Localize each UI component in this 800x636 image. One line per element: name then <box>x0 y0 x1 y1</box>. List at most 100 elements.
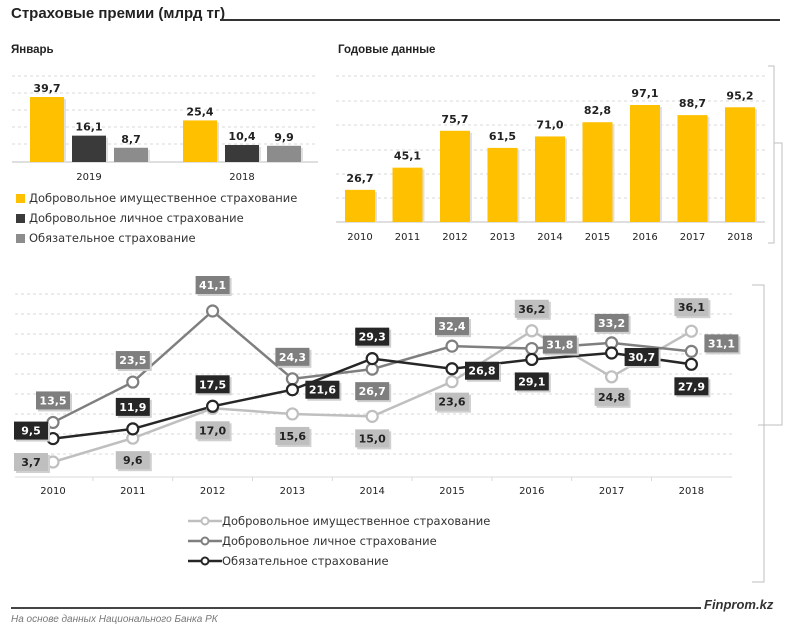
data-label: 36,1 <box>678 301 705 314</box>
bar-value-label: 71,0 <box>536 118 563 131</box>
x-tick-label: 2018 <box>679 486 704 497</box>
data-label-box <box>594 387 629 406</box>
bar-value-label: 16,1 <box>75 121 102 134</box>
bracket-line <box>752 284 765 583</box>
data-label: 30,7 <box>628 351 655 364</box>
x-tick-label: 2015 <box>585 232 610 243</box>
x-tick-label: 2013 <box>490 232 515 243</box>
data-label-box <box>355 382 390 401</box>
data-label: 15,6 <box>279 430 306 443</box>
legend-line-marker-icon <box>188 516 222 526</box>
data-label: 36,2 <box>518 303 545 316</box>
bar-value-label: 26,7 <box>346 172 373 185</box>
data-point <box>126 422 140 436</box>
bar <box>725 107 755 222</box>
data-label: 21,6 <box>309 384 336 397</box>
data-label: 33,2 <box>598 317 625 330</box>
bar-value-label: 8,7 <box>121 133 141 146</box>
bracket-line <box>758 142 783 426</box>
data-point <box>525 324 539 338</box>
january-chart-title: Январь <box>11 44 54 56</box>
data-label-box <box>355 429 390 448</box>
bar <box>440 130 470 222</box>
x-tick-label: 2012 <box>442 232 467 243</box>
page-title: Страховые премии (млрд тг) <box>11 5 226 22</box>
bar <box>392 167 423 222</box>
data-point <box>365 409 379 423</box>
data-label: 23,6 <box>438 396 465 409</box>
data-label-box <box>14 453 48 471</box>
data-label-box <box>195 276 230 294</box>
bar <box>345 189 375 222</box>
legend-label: Обязательное страхование <box>222 554 389 568</box>
data-label-box <box>115 397 150 416</box>
data-label: 11,9 <box>119 401 146 414</box>
data-label-box <box>305 380 340 399</box>
footer-rule <box>11 607 701 609</box>
x-tick-label: 2011 <box>120 486 145 497</box>
data-label: 29,3 <box>359 331 386 344</box>
bar-value-label: 25,4 <box>186 105 213 118</box>
bar-value-label: 9,9 <box>274 131 294 144</box>
data-label: 9,6 <box>123 454 143 467</box>
bar <box>535 136 565 222</box>
bar <box>114 147 148 162</box>
x-tick-label: 2019 <box>76 172 101 183</box>
legend-label: Добровольное личное страхование <box>222 534 437 548</box>
bar <box>267 145 301 162</box>
x-tick-label: 2011 <box>395 232 420 243</box>
legend-label: Добровольное имущественное страхование <box>222 514 491 528</box>
data-label-box <box>115 351 150 370</box>
data-label-box <box>514 372 549 391</box>
data-label: 31,1 <box>708 337 735 350</box>
data-label: 41,1 <box>199 279 226 292</box>
legend-item-line-voluntary-personal: Добровольное личное страхование <box>188 531 490 551</box>
data-label-box <box>674 298 709 317</box>
data-label: 24,8 <box>598 391 625 404</box>
bar-value-label: 61,5 <box>489 130 516 143</box>
bracket-line <box>768 65 775 244</box>
data-label-box <box>674 377 709 396</box>
legend-swatch-dark <box>16 213 25 223</box>
data-label-box <box>624 347 659 366</box>
data-label: 29,1 <box>518 375 545 388</box>
bar <box>630 105 660 222</box>
legend-item-voluntary-property: Добровольное имущественное страхование <box>16 188 297 208</box>
data-label-box <box>115 451 150 470</box>
legend-item-line-voluntary-property: Добровольное имущественное страхование <box>188 511 490 531</box>
legend-swatch-yellow <box>16 193 25 203</box>
data-point <box>525 341 539 356</box>
bar-value-label: 95,2 <box>726 89 753 102</box>
data-point <box>445 375 459 389</box>
legend-label: Обязательное страхование <box>29 231 196 245</box>
brand-logo: Finprom.kz <box>704 597 774 612</box>
legend-line-marker-icon <box>188 556 222 566</box>
data-label-box <box>594 313 629 332</box>
source-note: На основе данных Национального Банка РК <box>11 614 218 625</box>
data-label: 26,7 <box>359 385 386 398</box>
data-label-box <box>36 391 70 410</box>
data-label: 32,4 <box>438 320 465 333</box>
line-legend: Добровольное имущественное страхование Д… <box>188 511 490 571</box>
data-label: 23,5 <box>119 354 146 367</box>
data-point <box>684 357 699 371</box>
bar-value-label: 82,8 <box>584 104 611 117</box>
data-point <box>525 352 539 367</box>
x-tick-label: 2012 <box>200 486 225 497</box>
data-label: 17,0 <box>199 424 226 437</box>
x-tick-label: 2014 <box>359 486 384 497</box>
x-tick-label: 2014 <box>537 232 562 243</box>
data-point <box>206 399 220 413</box>
x-tick-label: 2010 <box>347 232 372 243</box>
bar <box>30 97 64 162</box>
data-label: 31,8 <box>546 339 573 352</box>
legend-item-line-mandatory: Обязательное страхование <box>188 551 490 571</box>
data-point <box>285 407 299 421</box>
data-point <box>365 362 379 376</box>
data-label: 9,5 <box>21 425 41 438</box>
data-label: 13,5 <box>39 394 66 407</box>
data-point <box>684 344 699 358</box>
data-point <box>285 383 299 397</box>
bar-value-label: 39,7 <box>33 82 60 95</box>
